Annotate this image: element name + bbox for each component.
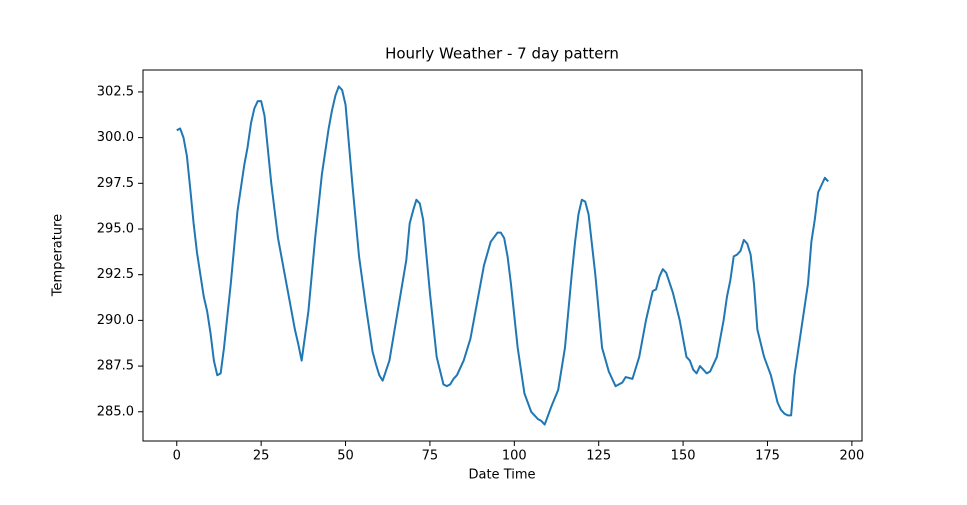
- x-tick-label: 200: [839, 449, 864, 464]
- x-tick-label: 175: [755, 449, 780, 464]
- chart-title: Hourly Weather - 7 day pattern: [385, 45, 619, 63]
- plot-frame: [142, 69, 863, 442]
- data-line: [176, 85, 829, 426]
- y-tick-label: 300.0: [97, 130, 134, 145]
- y-tick-label: 297.5: [97, 176, 134, 191]
- x-axis-label: Date Time: [468, 468, 535, 483]
- y-tick-label: 302.5: [97, 84, 134, 99]
- y-tick-label: 287.5: [97, 359, 134, 374]
- x-tick-label: 150: [671, 449, 696, 464]
- x-tick-label: 125: [586, 449, 611, 464]
- x-tick-label: 75: [422, 449, 439, 464]
- x-tick-label: 0: [173, 449, 181, 464]
- y-tick-label: 285.0: [97, 404, 134, 419]
- y-tick-label: 292.5: [97, 267, 134, 282]
- y-tick-label: 290.0: [97, 313, 134, 328]
- x-tick-label: 50: [337, 449, 354, 464]
- x-tick-label: 100: [502, 449, 527, 464]
- y-tick-label: 295.0: [97, 222, 134, 237]
- x-tick-label: 25: [253, 449, 270, 464]
- y-axis-label: Temperature: [51, 214, 66, 297]
